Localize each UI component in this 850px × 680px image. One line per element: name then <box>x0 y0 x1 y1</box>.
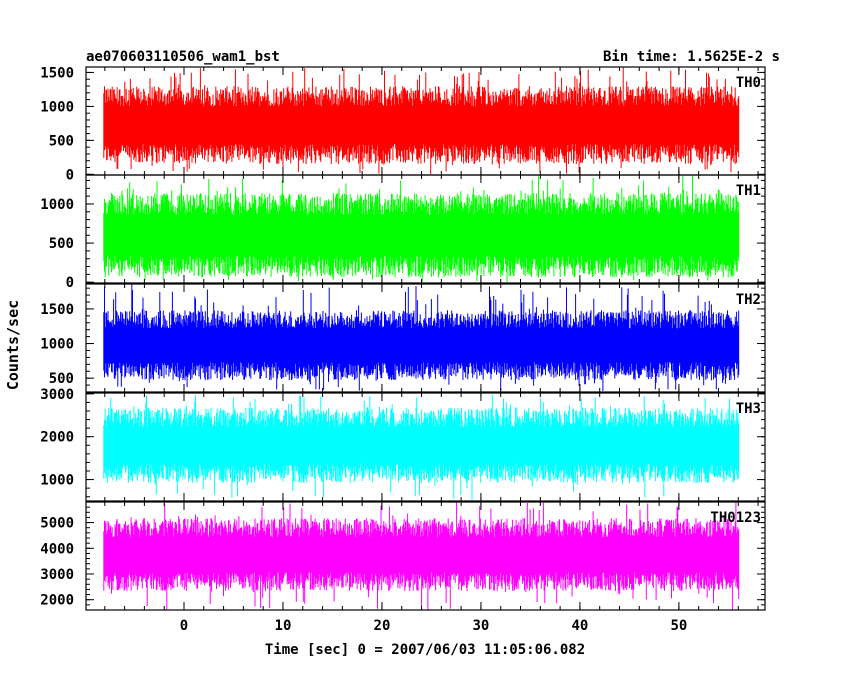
series-th1 <box>103 175 740 283</box>
series-th0 <box>103 67 740 174</box>
panel-label-th1: TH1 <box>736 183 761 199</box>
y-tick-label: 2000 <box>40 593 74 609</box>
y-tick-label: 1000 <box>40 337 74 353</box>
series-th0123 <box>103 502 740 610</box>
y-tick-label: 500 <box>49 371 74 387</box>
x-tick-label: 0 <box>180 618 188 634</box>
y-tick-label: 500 <box>49 133 74 149</box>
panel-th3: 1000 2000 3000 TH3 <box>40 387 766 502</box>
x-tick-label: 50 <box>670 618 687 634</box>
y-tick-label: 1000 <box>40 197 74 213</box>
y-tick-label: 3000 <box>40 387 74 403</box>
x-tick-label: 10 <box>275 618 292 634</box>
x-tick-label: 20 <box>374 618 391 634</box>
y-tick-label: 1500 <box>40 302 74 318</box>
chart-subtitle: Bin time: 1.5625E-2 s <box>603 49 780 65</box>
y-axis-label: Counts/sec <box>4 300 22 390</box>
y-tick-label: 500 <box>49 236 74 252</box>
y-tick-label: 0 <box>66 275 74 291</box>
y-tick-label: 5000 <box>40 516 74 532</box>
y-tick-label: 3000 <box>40 567 74 583</box>
y-tick-label: 1500 <box>40 65 74 81</box>
y-tick-label: 4000 <box>40 541 74 557</box>
y-tick-label: 2000 <box>40 430 74 446</box>
panel-label-th0: TH0 <box>736 75 761 91</box>
panel-frame <box>85 283 766 393</box>
panel-frame <box>85 501 766 611</box>
x-axis-label: Time [sec] 0 = 2007/06/03 11:05:06.082 <box>265 642 585 658</box>
panel-frame <box>85 392 766 502</box>
panel-th2: 500 1000 1500 TH2 <box>40 283 766 393</box>
y-tick-label: 0 <box>66 167 74 183</box>
x-tick-label: 30 <box>472 618 489 634</box>
panel-th1: 0 500 1000 TH1 <box>40 174 766 291</box>
series-th3 <box>103 394 740 501</box>
panel-label-th0123: TH0123 <box>710 510 761 526</box>
panel-th0123: 2000 3000 4000 5000 TH0123 <box>40 501 766 611</box>
y-tick-label: 1000 <box>40 473 74 489</box>
series-th2 <box>103 284 740 391</box>
panel-th0: 0 500 1000 1500 TH0 <box>40 65 766 183</box>
y-tick-label: 1000 <box>40 99 74 115</box>
panel-label-th3: TH3 <box>736 401 761 417</box>
panel-frame <box>85 174 766 284</box>
x-axis: 0 10 20 30 40 50 <box>180 618 688 634</box>
x-tick-label: 40 <box>571 618 588 634</box>
chart-title: ae070603110506_wam1_bst <box>86 49 280 65</box>
panels: 0 500 1000 1500 TH0 0 500 1000 TH1 500 1000 1500 TH2… <box>40 65 766 611</box>
panel-label-th2: TH2 <box>736 292 761 308</box>
